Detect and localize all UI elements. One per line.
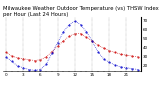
Text: Milwaukee Weather Outdoor Temperature (vs) THSW Index per Hour (Last 24 Hours): Milwaukee Weather Outdoor Temperature (v…: [3, 6, 159, 17]
